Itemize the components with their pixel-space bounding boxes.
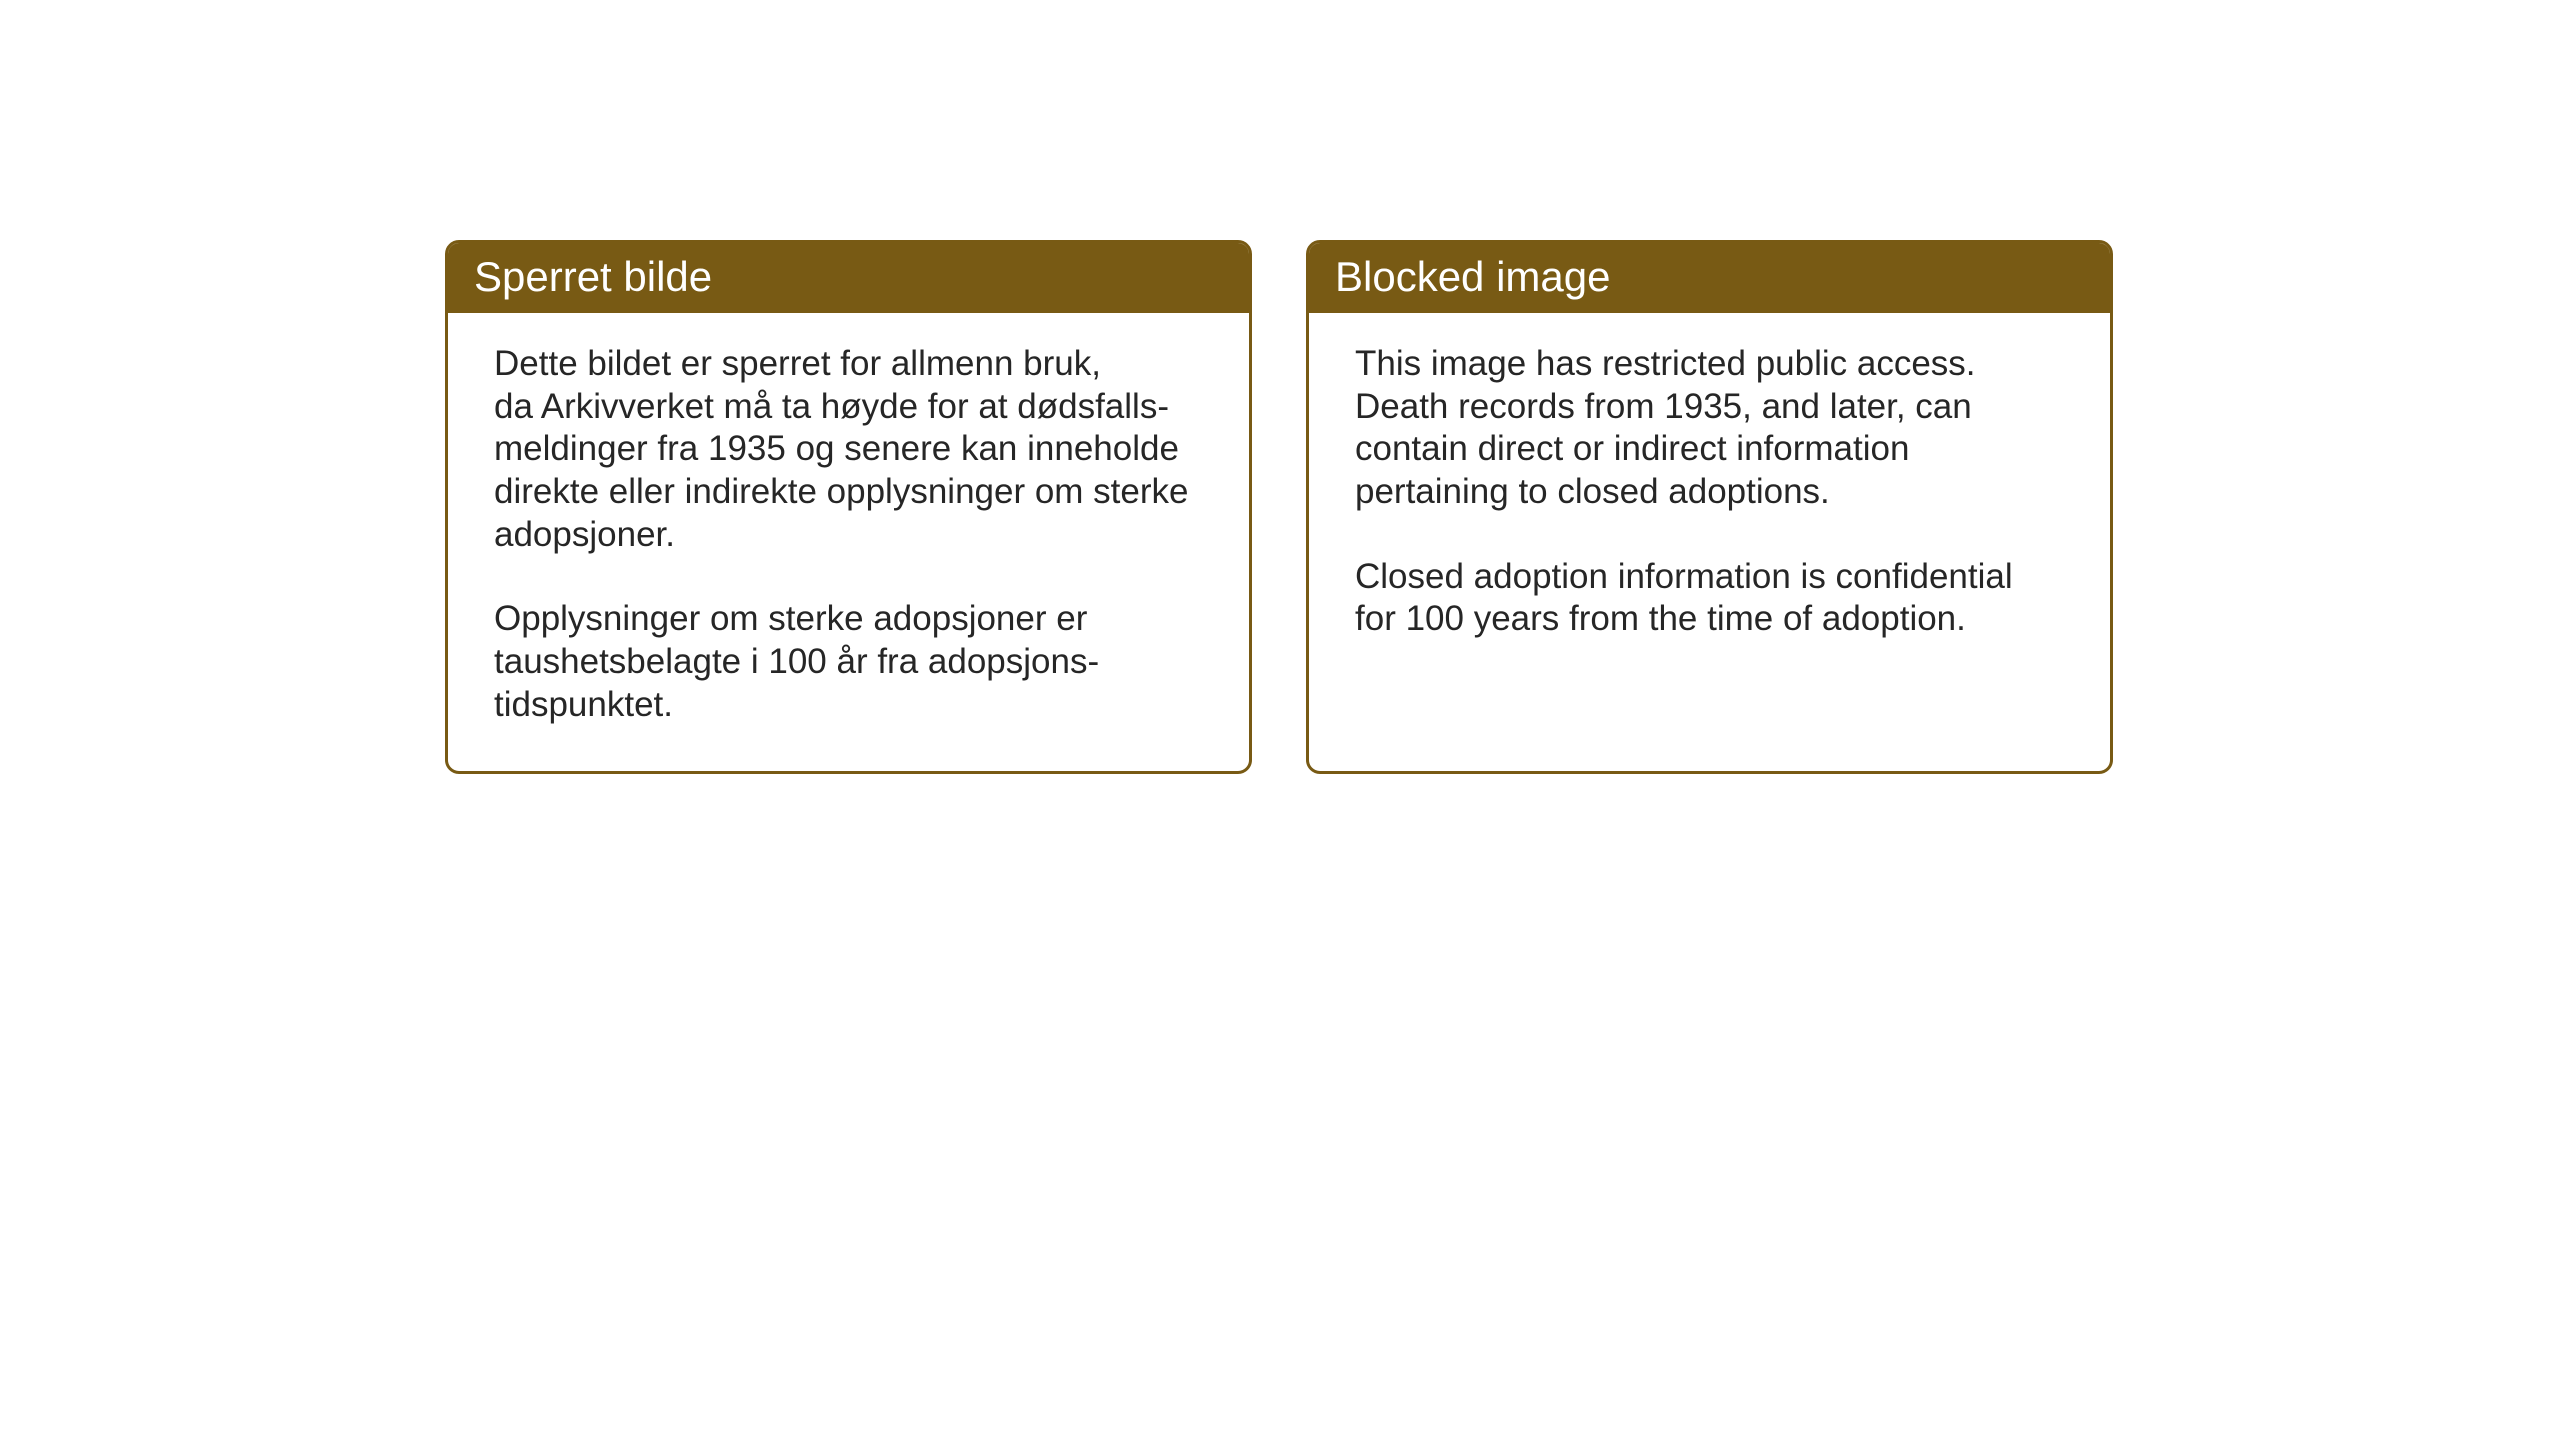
card-paragraph-2-english: Closed adoption information is confident…: [1355, 556, 2070, 641]
card-body-english: This image has restricted public access.…: [1309, 313, 2110, 685]
card-paragraph-1-norwegian: Dette bildet er sperret for allmenn bruk…: [494, 343, 1209, 556]
card-title-english: Blocked image: [1335, 253, 1610, 300]
card-title-norwegian: Sperret bilde: [474, 253, 712, 300]
card-header-norwegian: Sperret bilde: [448, 243, 1249, 313]
notice-card-english: Blocked image This image has restricted …: [1306, 240, 2113, 774]
notice-card-norwegian: Sperret bilde Dette bildet er sperret fo…: [445, 240, 1252, 774]
card-paragraph-1-english: This image has restricted public access.…: [1355, 343, 2070, 514]
card-paragraph-2-norwegian: Opplysninger om sterke adopsjoner er tau…: [494, 598, 1209, 726]
notice-container: Sperret bilde Dette bildet er sperret fo…: [445, 240, 2113, 774]
card-header-english: Blocked image: [1309, 243, 2110, 313]
card-body-norwegian: Dette bildet er sperret for allmenn bruk…: [448, 313, 1249, 771]
